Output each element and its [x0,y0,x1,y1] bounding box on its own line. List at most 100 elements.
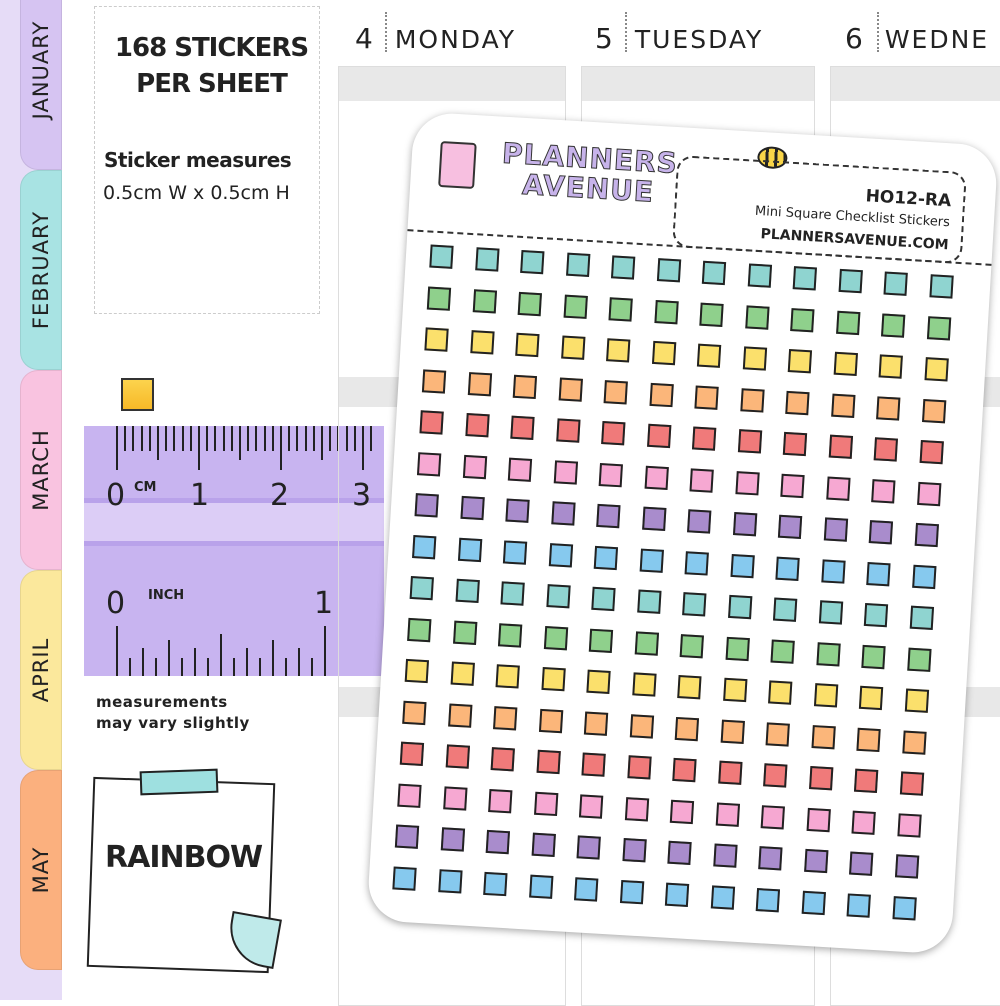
square-sticker [763,763,788,788]
square-sticker [803,848,828,874]
square-sticker [394,824,420,849]
square-sticker [768,680,793,705]
square-sticker [765,721,790,747]
cm-tick [116,426,118,470]
square-sticker [485,829,511,855]
square-sticker [399,741,425,767]
square-sticker [835,310,860,335]
square-sticker [414,493,439,518]
square-sticker [881,312,906,338]
square-sticker [701,260,727,286]
cm-tick [132,426,135,451]
square-sticker [424,327,449,352]
square-sticker [904,688,929,713]
square-sticker [825,475,851,501]
cm-tick [222,426,225,451]
square-sticker [801,890,826,915]
square-sticker [469,330,495,355]
square-sticker [687,509,712,534]
inch-unit: INCH [148,588,185,603]
square-sticker [651,340,676,366]
square-sticker [598,462,623,487]
cm-tick [165,426,168,451]
square-sticker [565,252,590,277]
inch-tick [181,658,183,676]
square-sticker [787,348,813,374]
square-sticker [495,664,520,689]
inch-tick [298,648,300,676]
inch-tick [155,658,157,676]
square-sticker [550,501,576,526]
square-sticker [775,556,800,581]
square-sticker [467,371,492,396]
square-sticker [464,412,490,438]
inch-tick [168,640,170,676]
square-sticker [694,385,719,410]
square-sticker [712,843,738,868]
tab-february[interactable]: FEBRUARY [20,170,62,370]
square-sticker [727,594,752,620]
square-sticker [472,288,497,314]
square-sticker [560,335,585,360]
square-sticker [777,514,803,540]
square-sticker [497,622,523,648]
square-sticker [808,765,833,791]
inch-tick [259,658,261,676]
tab-march[interactable]: MARCH [20,370,62,570]
square-sticker [624,796,649,821]
tab-april[interactable]: APRIL [20,570,62,770]
square-sticker [644,465,669,490]
square-sticker [520,249,545,275]
square-sticker [679,633,704,658]
square-sticker [507,457,533,482]
cm-tick [198,426,200,470]
cm-tick [263,426,266,451]
square-sticker [402,700,427,725]
info-box [94,6,320,314]
cm-tick [288,426,291,451]
square-sticker [921,398,946,423]
inch-tick [116,626,118,676]
square-sticker [926,315,951,340]
square-sticker [730,553,755,578]
square-sticker [734,470,760,495]
square-sticker [770,638,795,664]
square-sticker [404,658,430,684]
square-sticker [813,683,838,708]
tab-may[interactable]: MAY [20,770,62,970]
inch-tick [311,658,313,676]
square-sticker [621,838,647,863]
square-sticker [846,892,871,918]
square-sticker [488,788,513,813]
square-sticker [772,597,798,622]
sticker-count-title: 168 STICKERS PER SHEET [114,33,309,99]
square-sticker [672,757,697,783]
day-header-wednesday: 6 WEDNE [845,22,990,55]
square-sticker [588,628,614,653]
square-sticker [682,592,707,617]
square-sticker [459,495,485,521]
square-sticker [868,520,894,545]
square-sticker [629,713,654,739]
square-sticker [725,636,750,661]
square-sticker [669,799,695,824]
square-sticker [639,548,664,573]
square-sticker [838,268,863,294]
square-sticker [583,711,609,736]
measure-label: Sticker measures [104,148,292,172]
square-sticker [899,771,924,796]
square-sticker [528,874,553,899]
square-sticker [853,768,879,793]
cm-tick [304,426,307,451]
square-sticker [490,747,515,772]
cm-tick [329,426,332,451]
square-sticker [919,439,944,465]
square-sticker [737,429,762,454]
inch-tick [233,658,235,676]
square-sticker [606,338,631,363]
square-sticker [909,605,934,630]
square-sticker [626,755,652,780]
inch-tick [246,648,248,676]
square-sticker [689,467,714,493]
tab-january[interactable]: JANUARY [20,0,62,170]
